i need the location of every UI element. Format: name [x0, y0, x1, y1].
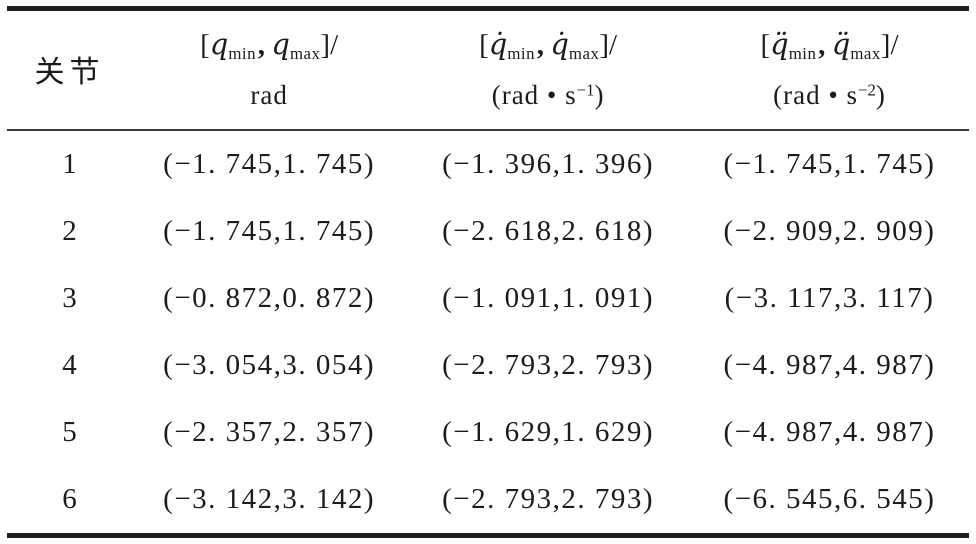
close-bracket-slash: ]/ — [320, 29, 339, 61]
velocity-range-cell: (−2. 793,2. 793) — [442, 349, 655, 382]
velocity-range-cell: (−1. 396,1. 396) — [442, 148, 655, 181]
subscript-min: min — [788, 44, 817, 64]
unit-exponent: −2 — [858, 80, 876, 100]
acceleration-range-cell: (−4. 987,4. 987) — [723, 349, 936, 382]
subscript-max: max — [850, 44, 881, 64]
velocity-range-cell: (−1. 091,1. 091) — [442, 282, 655, 315]
open-bracket: [ — [200, 29, 210, 61]
comma: , — [818, 29, 826, 61]
position-range-cell: (−3. 142,3. 142) — [163, 483, 376, 516]
qddot-symbol: q̈ — [831, 27, 851, 61]
table-row: 3 (−0. 872,0. 872) (−1. 091,1. 091) (−3.… — [7, 265, 969, 332]
qdot-range-formula: [q̇min, q̇max]/ — [406, 27, 690, 64]
acceleration-range-cell: (−3. 117,3. 117) — [724, 282, 935, 315]
header-joint: 关节 — [7, 8, 133, 132]
position-range-cell: (−1. 745,1. 745) — [163, 215, 376, 248]
qddot-range-formula: [q̈min, q̈max]/ — [690, 27, 969, 64]
subscript-min: min — [507, 44, 535, 64]
close-bracket-slash: ]/ — [880, 29, 899, 61]
table-row: 4 (−3. 054,3. 054) (−2. 793,2. 793) (−4.… — [7, 332, 969, 399]
joint-number-cell: 5 — [62, 416, 77, 449]
unit-label-rad: rad — [132, 80, 406, 111]
unit-text: rad — [250, 80, 288, 111]
qddot-symbol: q̈ — [770, 27, 789, 61]
subscript-min: min — [228, 44, 257, 64]
unit-text-close: ) — [594, 80, 605, 111]
position-range-cell: (−3. 054,3. 054) — [163, 349, 376, 382]
velocity-range-cell: (−2. 618,2. 618) — [442, 215, 655, 248]
qdot-symbol: q̇ — [550, 27, 569, 61]
table-row: 6 (−3. 142,3. 142) (−2. 793,2. 793) (−6.… — [7, 466, 969, 536]
close-bracket-slash: ]/ — [599, 29, 618, 61]
comma: , — [536, 29, 544, 61]
comma: , — [257, 29, 265, 61]
qdot-symbol: q̇ — [488, 27, 508, 61]
position-range-cell: (−2. 357,2. 357) — [163, 416, 376, 449]
paper-table-region: 关节 [qmin, qmax]/ rad [q̇min, q̇max]/ (rad … — [7, 0, 969, 539]
table-row: 5 (−2. 357,2. 357) (−1. 629,1. 629) (−4.… — [7, 399, 969, 466]
header-joint-label: 关节 — [34, 56, 105, 90]
q-symbol: q — [271, 27, 290, 61]
velocity-range-cell: (−2. 793,2. 793) — [442, 483, 655, 516]
q-range-formula: [qmin, qmax]/ — [132, 27, 406, 64]
header-velocity-range: [q̇min, q̇max]/ (rad • s−1) — [406, 8, 690, 132]
acceleration-range-cell: (−4. 987,4. 987) — [723, 416, 936, 449]
acceleration-range-cell: (−2. 909,2. 909) — [723, 215, 936, 248]
header-acceleration-range: [q̈min, q̈max]/ (rad • s−2) — [689, 8, 969, 132]
subscript-max: max — [289, 44, 321, 64]
table-row: 1 (−1. 745,1. 745) (−1. 396,1. 396) (−1.… — [7, 130, 969, 198]
velocity-range-cell: (−1. 629,1. 629) — [442, 416, 655, 449]
open-bracket: [ — [760, 29, 771, 61]
table-row: 2 (−1. 745,1. 745) (−2. 618,2. 618) (−2.… — [7, 198, 969, 265]
header-position-range: [qmin, qmax]/ rad — [132, 8, 407, 132]
unit-text: (rad • s — [491, 80, 577, 111]
joint-number-cell: 3 — [62, 282, 77, 315]
open-bracket: [ — [479, 29, 489, 61]
q-symbol: q — [209, 27, 229, 61]
joint-number-cell: 1 — [62, 148, 77, 181]
unit-label-rad-per-s2: (rad • s−2) — [690, 80, 969, 111]
unit-exponent: −1 — [576, 80, 595, 100]
joint-number-cell: 6 — [62, 483, 77, 516]
header-row: 关节 [qmin, qmax]/ rad [q̇min, q̇max]/ (rad … — [7, 8, 969, 132]
subscript-max: max — [568, 44, 600, 64]
position-range-cell: (−0. 872,0. 872) — [163, 282, 376, 315]
unit-text-close: ) — [875, 80, 886, 111]
position-range-cell: (−1. 745,1. 745) — [163, 148, 376, 181]
joint-limits-table: 关节 [qmin, qmax]/ rad [q̇min, q̇max]/ (rad … — [7, 6, 969, 539]
joint-number-cell: 4 — [62, 349, 77, 382]
unit-text: (rad • s — [773, 80, 859, 111]
joint-number-cell: 2 — [62, 215, 77, 248]
unit-label-rad-per-s: (rad • s−1) — [406, 80, 690, 111]
acceleration-range-cell: (−1. 745,1. 745) — [723, 148, 936, 181]
acceleration-range-cell: (−6. 545,6. 545) — [723, 483, 936, 516]
